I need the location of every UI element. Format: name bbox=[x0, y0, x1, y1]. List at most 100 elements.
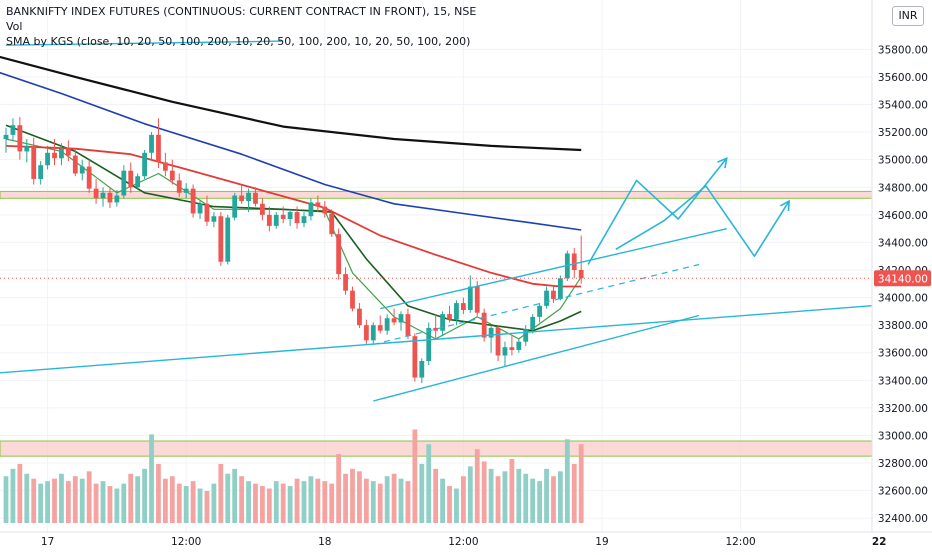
candle bbox=[294, 206, 300, 229]
candle bbox=[336, 228, 342, 280]
candle bbox=[52, 139, 57, 166]
candle bbox=[405, 308, 411, 339]
candle bbox=[266, 206, 272, 232]
price-tick-label: 34800.00 bbox=[878, 182, 928, 194]
candle-body bbox=[460, 303, 466, 310]
candle bbox=[162, 152, 168, 177]
candle-body bbox=[481, 312, 487, 338]
candle-body bbox=[391, 318, 397, 323]
candle bbox=[204, 195, 210, 226]
volume-bar bbox=[419, 463, 425, 523]
candle bbox=[391, 308, 397, 326]
candle bbox=[370, 322, 376, 345]
candle-body bbox=[156, 134, 161, 163]
trendline bbox=[380, 227, 727, 310]
candle bbox=[350, 286, 355, 312]
candle-body bbox=[260, 203, 265, 215]
candle-body bbox=[474, 286, 480, 313]
sma-line-sma-200 bbox=[0, 55, 582, 152]
symbol-title[interactable]: BANKNIFTY INDEX FUTURES (CONTINUOUS: CUR… bbox=[6, 5, 477, 18]
candle-body bbox=[419, 361, 425, 378]
volume-label[interactable]: Vol bbox=[6, 20, 23, 33]
candle-body bbox=[405, 314, 411, 337]
candle bbox=[454, 300, 459, 326]
volume-bar bbox=[495, 476, 501, 523]
time-tick-label: 22 bbox=[872, 536, 887, 548]
trendline bbox=[373, 263, 700, 346]
price-tick-label: 35400.00 bbox=[878, 100, 928, 112]
volume-bar bbox=[3, 476, 9, 523]
candle bbox=[280, 206, 286, 224]
candle-body bbox=[183, 188, 189, 193]
price-tick-label: 32600.00 bbox=[878, 486, 928, 498]
volume-bar bbox=[363, 478, 369, 523]
last-price-badge bbox=[874, 270, 931, 287]
candle-body bbox=[100, 192, 106, 199]
candle-body bbox=[162, 162, 168, 171]
candle bbox=[329, 209, 335, 237]
time-tick-label: 18 bbox=[318, 536, 331, 548]
volume-bar bbox=[72, 476, 78, 523]
candle bbox=[426, 322, 432, 366]
candle-body bbox=[447, 314, 452, 320]
candle-body bbox=[65, 148, 71, 156]
volume-bar bbox=[440, 478, 445, 523]
candle bbox=[45, 145, 50, 170]
candle bbox=[343, 267, 348, 295]
candle bbox=[93, 178, 99, 204]
candle-body bbox=[246, 192, 251, 202]
volume-bar bbox=[100, 481, 106, 523]
currency-badge[interactable]: INR bbox=[892, 6, 924, 26]
candle bbox=[419, 358, 425, 384]
volume-bar bbox=[211, 483, 217, 523]
candle-body bbox=[571, 253, 577, 270]
candle-body bbox=[45, 152, 50, 166]
price-tick-label: 33000.00 bbox=[878, 430, 928, 442]
time-tick-label: 19 bbox=[595, 536, 608, 548]
candle bbox=[537, 303, 543, 323]
candle-body bbox=[218, 216, 224, 262]
price-tick-label: 35800.00 bbox=[878, 44, 928, 56]
candle bbox=[59, 143, 64, 166]
volume-bar bbox=[405, 481, 411, 523]
volume-bar bbox=[301, 481, 307, 523]
candle bbox=[10, 118, 16, 141]
candle-body bbox=[523, 329, 529, 342]
volume-bar bbox=[273, 481, 279, 523]
volume-bar bbox=[481, 461, 487, 523]
volume-bar bbox=[10, 468, 16, 523]
candle-body bbox=[336, 234, 342, 275]
candle bbox=[114, 190, 120, 207]
candle-body bbox=[488, 327, 494, 338]
candle bbox=[218, 212, 224, 266]
volume-bar bbox=[398, 478, 404, 523]
projection-path-2 bbox=[615, 185, 790, 257]
candle-body bbox=[315, 202, 321, 207]
candle-body bbox=[128, 170, 134, 188]
candle bbox=[308, 198, 314, 221]
indicator-label[interactable]: SMA by KGS (close, 10, 20, 50, 100, 200,… bbox=[6, 35, 471, 48]
candle bbox=[149, 132, 154, 160]
candle bbox=[232, 192, 238, 221]
price-zone bbox=[0, 190, 932, 199]
volume-bar bbox=[426, 444, 432, 523]
volume-bar bbox=[86, 471, 92, 523]
candle bbox=[440, 311, 445, 337]
candle bbox=[578, 235, 584, 284]
time-tick-label: 12:00 bbox=[725, 536, 755, 548]
candle-body bbox=[377, 325, 383, 331]
volume-bar bbox=[447, 486, 452, 523]
volume-bar bbox=[225, 473, 231, 523]
volume-bar bbox=[523, 473, 529, 523]
candle-body bbox=[350, 290, 355, 309]
candle-body bbox=[384, 318, 390, 331]
candle bbox=[322, 201, 328, 218]
volume-bar bbox=[246, 481, 251, 523]
price-tick-label: 34600.00 bbox=[878, 210, 928, 222]
candle bbox=[495, 325, 501, 362]
volume-bar bbox=[162, 478, 168, 523]
candle-body bbox=[3, 134, 9, 139]
volume-bar bbox=[509, 459, 515, 523]
